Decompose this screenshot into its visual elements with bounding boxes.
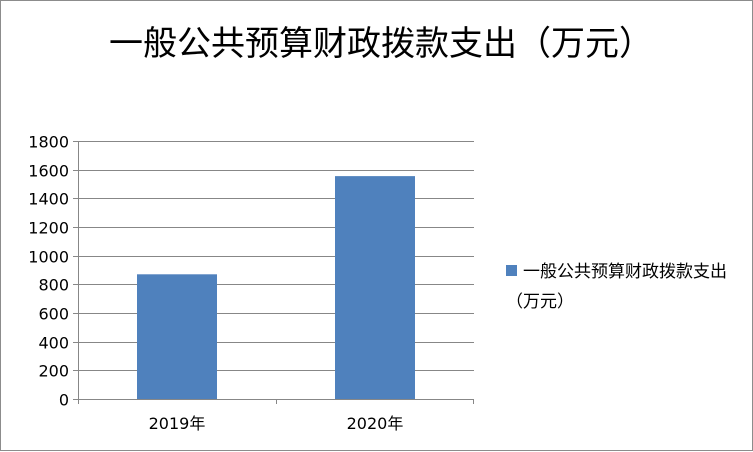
- y-tick-label: 400: [38, 334, 69, 353]
- y-tick-label: 1800: [28, 133, 69, 152]
- axes: [73, 141, 474, 404]
- bars: [137, 176, 415, 399]
- legend-label: 一般公共预算财政拨款支出（万元）: [506, 262, 727, 312]
- y-tick-label: 800: [38, 276, 69, 295]
- tick-labels: 0 200 400 600 800 1000 1200 1400 1600 1800 2019年 20…: [28, 133, 403, 434]
- x-tick-label: 2019年: [149, 414, 206, 433]
- bar: [335, 176, 415, 399]
- y-tick-label: 1200: [28, 219, 69, 238]
- y-tick-label: 1600: [28, 162, 69, 181]
- y-tick-label: 1400: [28, 190, 69, 209]
- bar: [137, 274, 217, 399]
- y-tick-label: 600: [38, 305, 69, 324]
- y-tick-label: 200: [38, 362, 69, 381]
- y-tick-label: 1000: [28, 248, 69, 267]
- y-tick-label: 0: [59, 391, 69, 410]
- legend-swatch: [506, 265, 517, 276]
- x-tick-label: 2020年: [347, 414, 404, 433]
- chart-title: 一般公共预算财政拨款支出（万元）: [109, 24, 653, 64]
- legend: 一般公共预算财政拨款支出（万元）: [506, 257, 741, 317]
